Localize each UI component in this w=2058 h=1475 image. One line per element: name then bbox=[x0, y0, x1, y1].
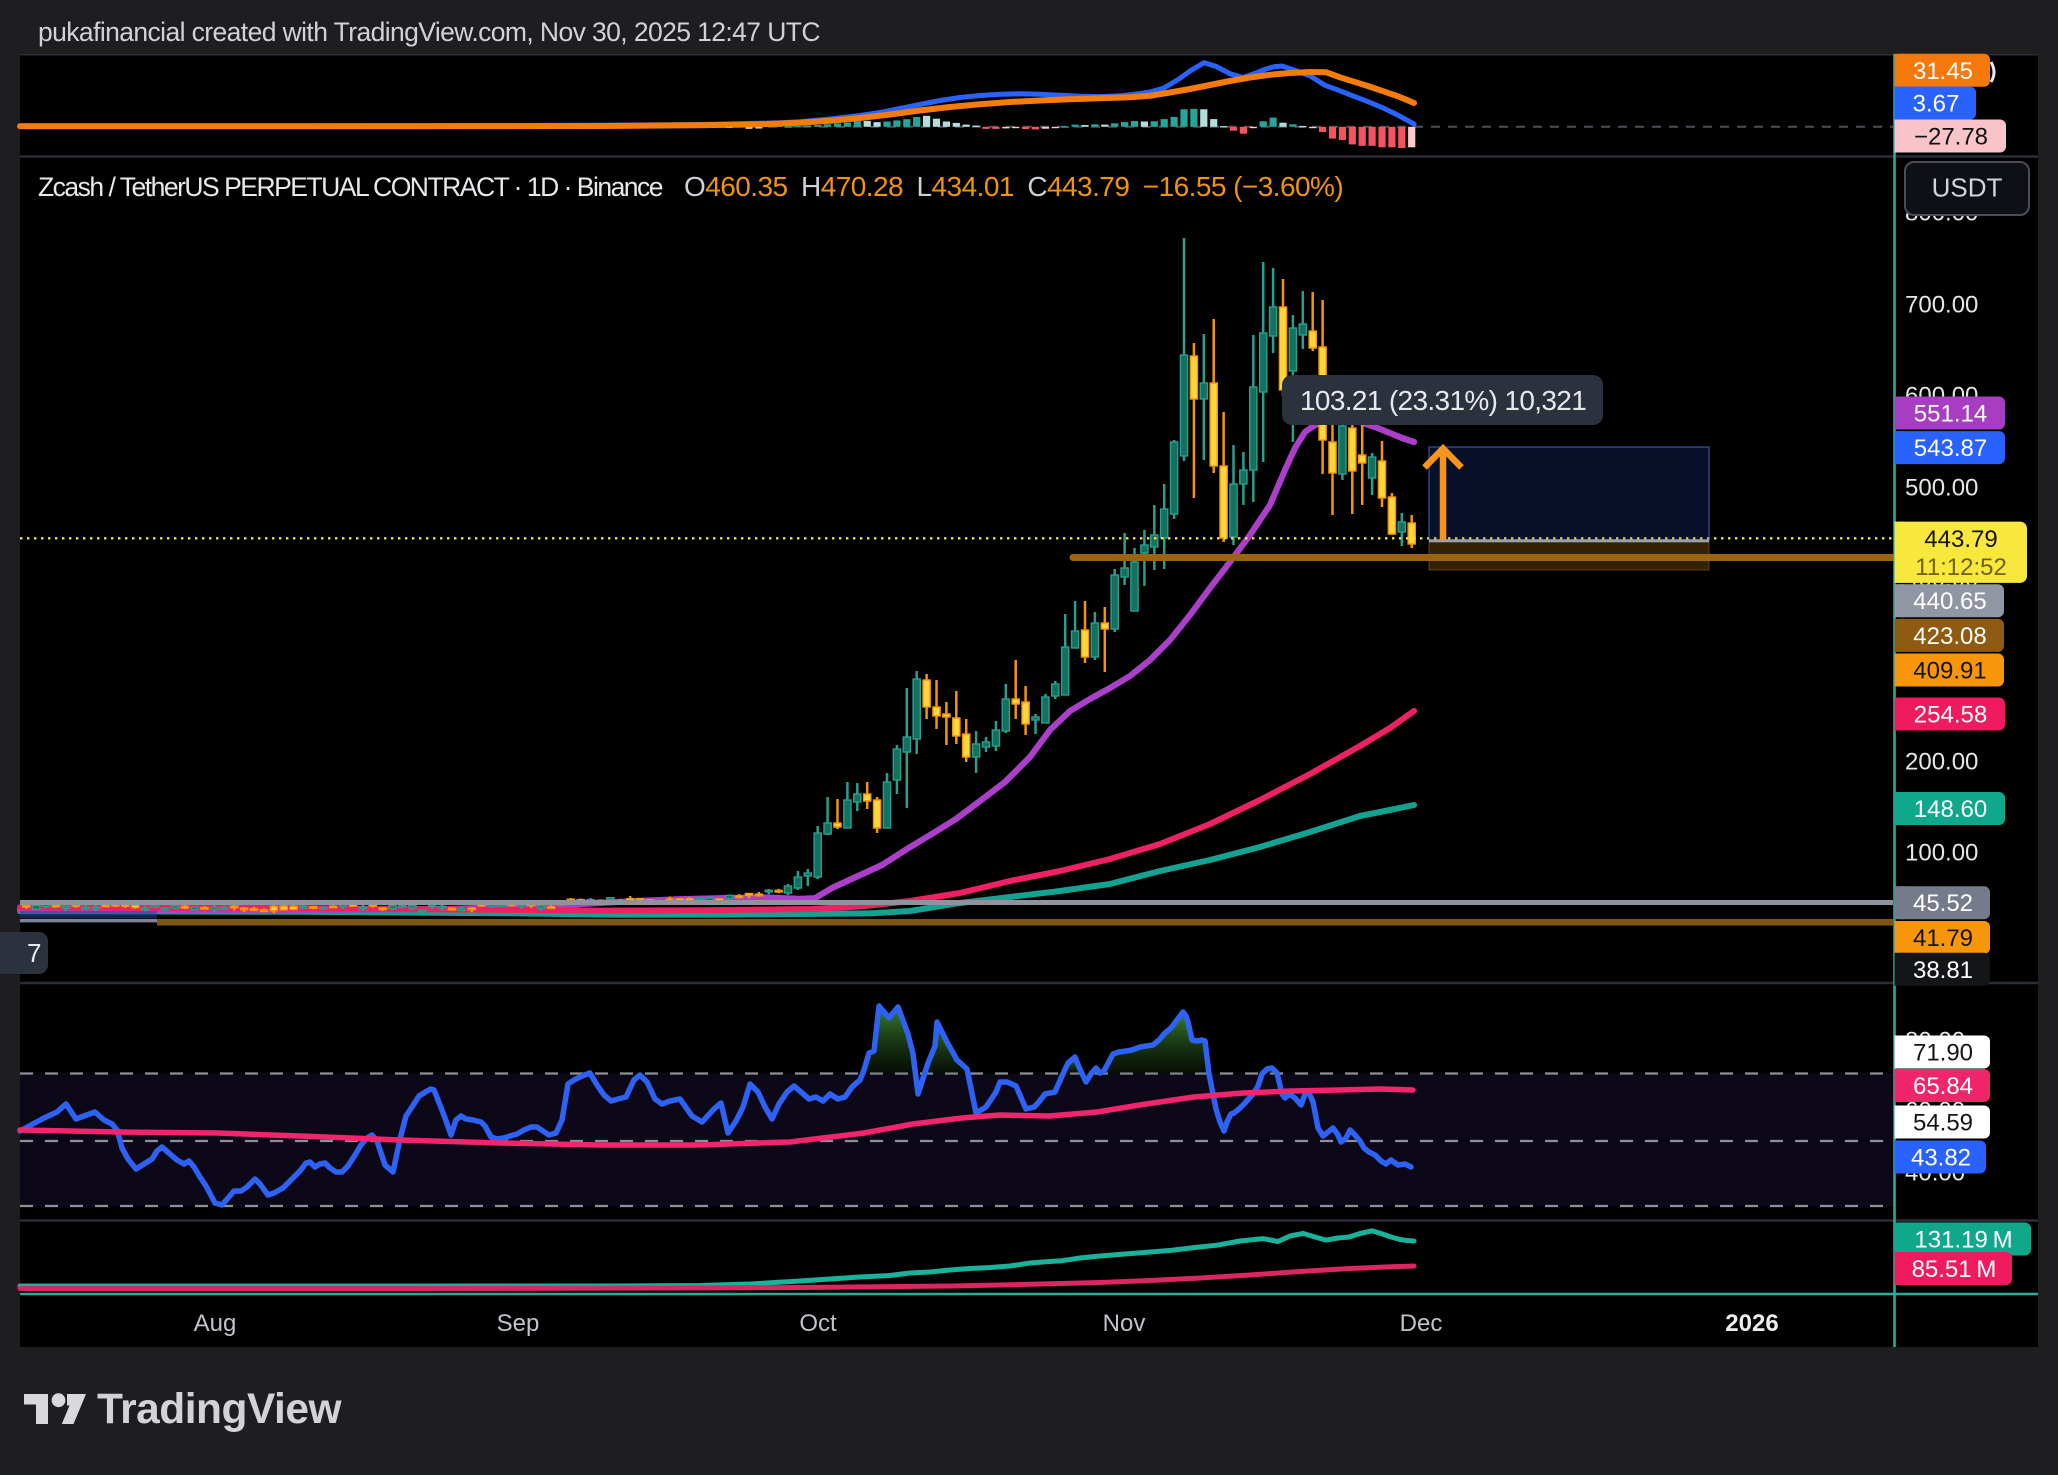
svg-text:409.91: 409.91 bbox=[1913, 658, 1986, 685]
svg-text:7: 7 bbox=[27, 938, 41, 968]
svg-text:45.52: 45.52 bbox=[1913, 890, 1973, 917]
svg-text:3.67: 3.67 bbox=[1913, 91, 1960, 118]
svg-text:41.79: 41.79 bbox=[1913, 925, 1973, 952]
svg-text:85.51 M: 85.51 M bbox=[1912, 1256, 1997, 1283]
svg-text:11:12:52: 11:12:52 bbox=[1915, 554, 2007, 581]
svg-text:131.19 M: 131.19 M bbox=[1914, 1227, 2012, 1254]
svg-text:Aug: Aug bbox=[194, 1310, 237, 1337]
svg-text:700.00: 700.00 bbox=[1905, 292, 1978, 319]
svg-text:443.79: 443.79 bbox=[1924, 526, 1997, 553]
svg-text:Sep: Sep bbox=[497, 1310, 540, 1337]
svg-text:Oct: Oct bbox=[799, 1310, 837, 1337]
svg-text:Nov: Nov bbox=[1103, 1310, 1146, 1337]
svg-text:TradingView: TradingView bbox=[97, 1386, 343, 1433]
svg-text:31.45: 31.45 bbox=[1913, 58, 1973, 85]
svg-text:200.00: 200.00 bbox=[1905, 749, 1978, 776]
svg-text:2026: 2026 bbox=[1725, 1310, 1778, 1337]
svg-text:500.00: 500.00 bbox=[1905, 475, 1978, 502]
svg-text:−27.78: −27.78 bbox=[1914, 124, 1988, 151]
svg-text:543.87: 543.87 bbox=[1914, 435, 1987, 462]
svg-text:103.21 (23.31%) 10,321: 103.21 (23.31%) 10,321 bbox=[1300, 385, 1586, 416]
svg-text:43.82: 43.82 bbox=[1911, 1145, 1971, 1172]
svg-text:USDT: USDT bbox=[1932, 173, 2003, 203]
svg-text:551.14: 551.14 bbox=[1914, 401, 1987, 428]
svg-text:71.90: 71.90 bbox=[1913, 1040, 1973, 1067]
svg-text:440.65: 440.65 bbox=[1913, 588, 1986, 615]
svg-text:254.58: 254.58 bbox=[1914, 702, 1987, 729]
svg-text:pukafinancial created with Tra: pukafinancial created with TradingView.c… bbox=[38, 17, 820, 47]
svg-text:54.59: 54.59 bbox=[1913, 1110, 1973, 1137]
svg-text:148.60: 148.60 bbox=[1914, 796, 1987, 823]
svg-text:38.81: 38.81 bbox=[1913, 957, 1973, 984]
svg-text:O460.35 H470.28 L434.01 C443.7: O460.35 H470.28 L434.01 C443.79 −16.55 (… bbox=[684, 171, 1343, 202]
svg-text:Dec: Dec bbox=[1400, 1310, 1443, 1337]
svg-text:Zcash / TetherUS PERPETUAL CON: Zcash / TetherUS PERPETUAL CONTRACT · 1D… bbox=[38, 172, 663, 202]
svg-text:100.00: 100.00 bbox=[1905, 840, 1978, 867]
svg-text:423.08: 423.08 bbox=[1913, 623, 1986, 650]
svg-text:65.84: 65.84 bbox=[1913, 1073, 1973, 1100]
